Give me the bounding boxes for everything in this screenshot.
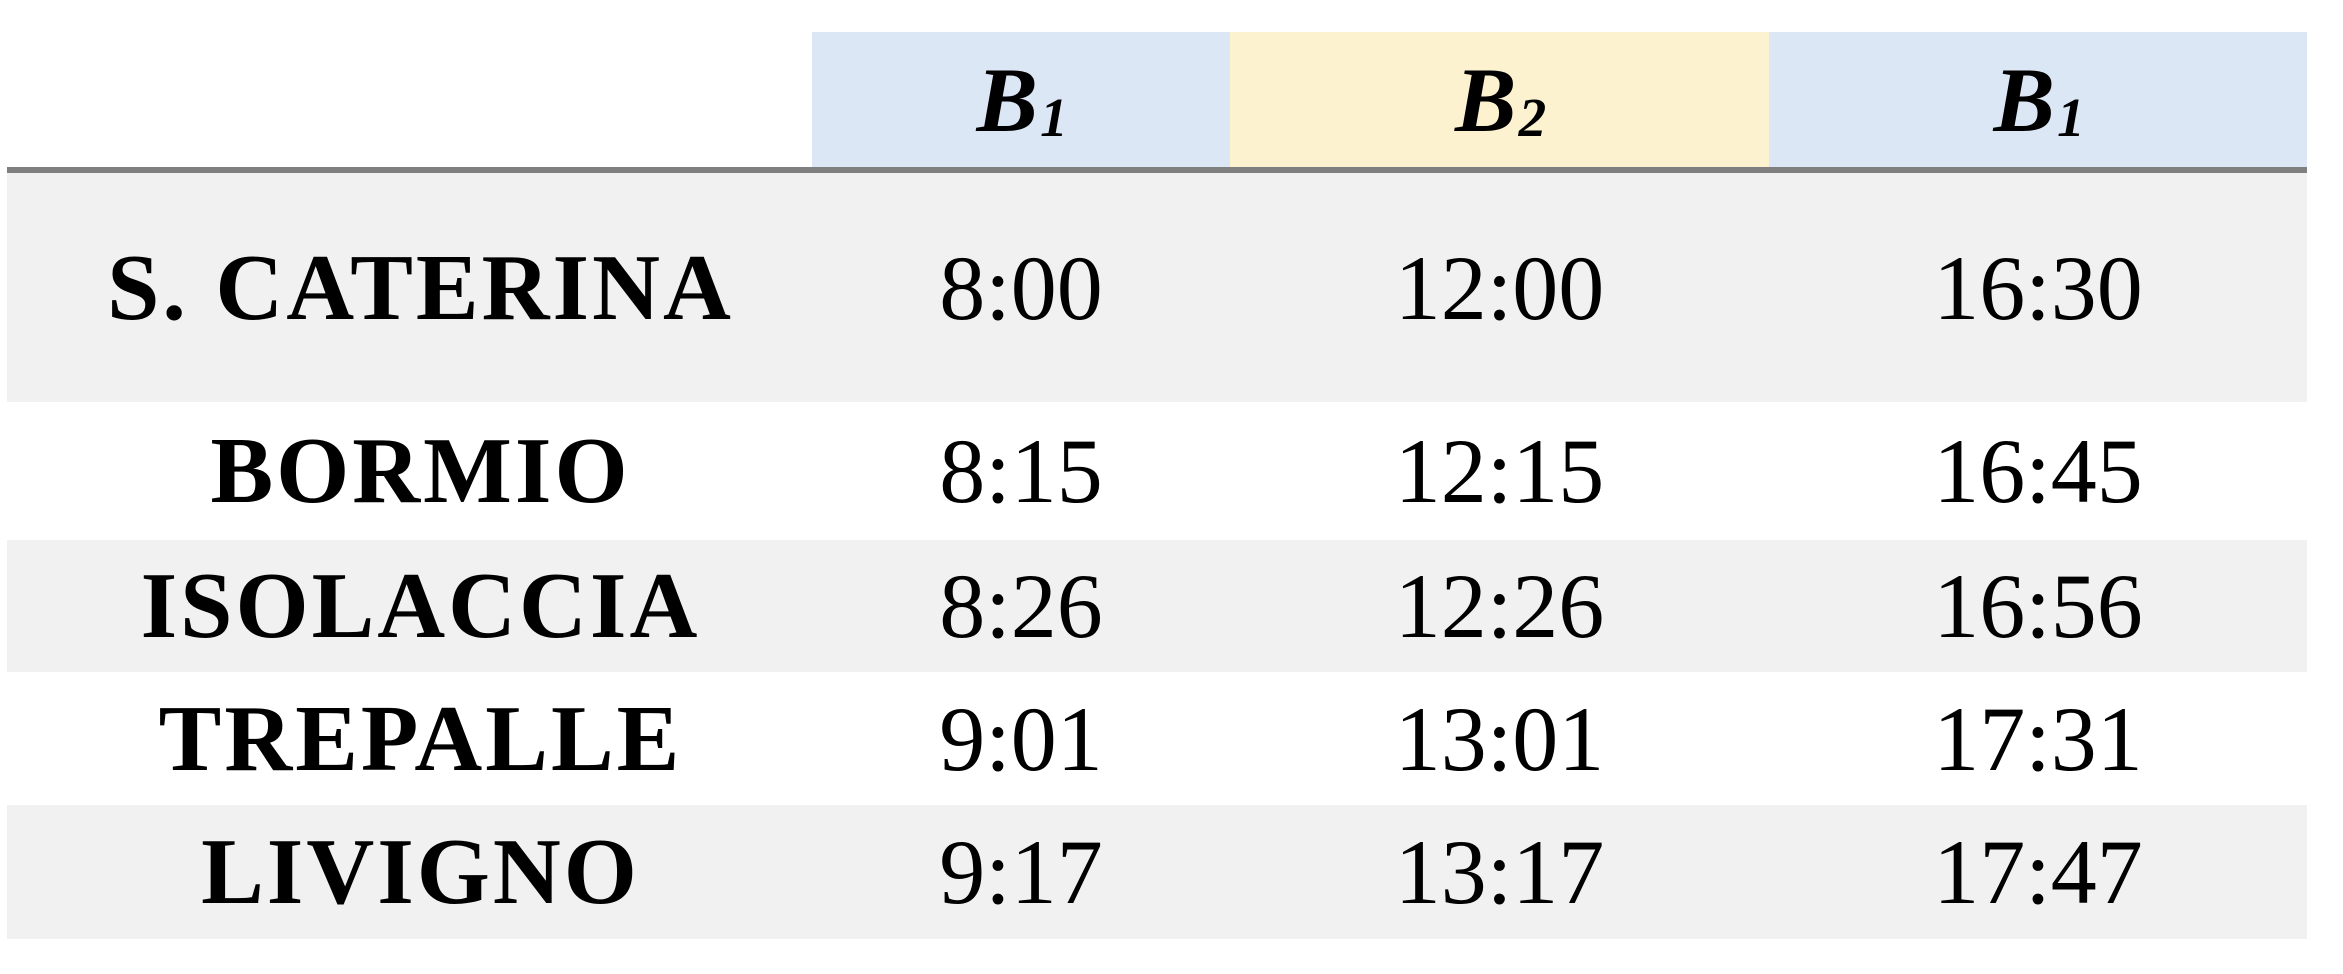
time-cell: 17:47	[1933, 821, 2143, 923]
time-cell: 13:01	[1394, 687, 1605, 790]
time-cell: 12:15	[1394, 420, 1605, 522]
time-cell: 12:26	[1394, 555, 1605, 657]
time-cell: 13:17	[1394, 821, 1605, 923]
timetable-body: S. CATERINA 8:00 12:00 16:30 BORMIO 8:15…	[7, 173, 2307, 939]
header-label-base: B	[1455, 48, 1517, 151]
time-cell: 16:30	[1933, 236, 2143, 339]
station-name-cell: LIVIGNO	[201, 820, 640, 924]
time-cell: 9:01	[939, 687, 1103, 790]
table-row-s-caterina: S. CATERINA 8:00 12:00 16:30	[7, 173, 2307, 402]
station-name-cell: TREPALLE	[158, 686, 683, 791]
station-name-cell: S. CATERINA	[107, 235, 734, 340]
time-cell: 8:15	[939, 420, 1103, 522]
header-label-base: B	[1993, 48, 2055, 151]
time-cell: 12:00	[1394, 236, 1605, 339]
time-cell: 16:56	[1933, 555, 2143, 657]
table-row-isolaccia: ISOLACCIA 8:26 12:26 16:56	[7, 540, 2307, 672]
time-cell: 9:17	[939, 821, 1103, 923]
table-row-trepalle: TREPALLE 9:01 13:01 17:31	[7, 672, 2307, 805]
time-cell: 8:26	[939, 555, 1103, 657]
table-row-livigno: LIVIGNO 9:17 13:17 17:47	[7, 805, 2307, 939]
time-cell: 17:31	[1933, 687, 2143, 790]
table-row-bormio: BORMIO 8:15 12:15 16:45	[7, 402, 2307, 540]
time-cell: 8:00	[939, 236, 1103, 339]
station-name-cell: ISOLACCIA	[140, 554, 701, 658]
time-cell: 16:45	[1933, 420, 2143, 522]
station-name-cell: BORMIO	[210, 419, 631, 523]
header-label-subscript: 1	[2057, 86, 2085, 148]
header-label-subscript: 2	[1518, 86, 1547, 148]
header-label-subscript: 1	[1040, 86, 1068, 148]
header-divider-line	[7, 167, 2307, 173]
header-label-base: B	[976, 48, 1038, 151]
